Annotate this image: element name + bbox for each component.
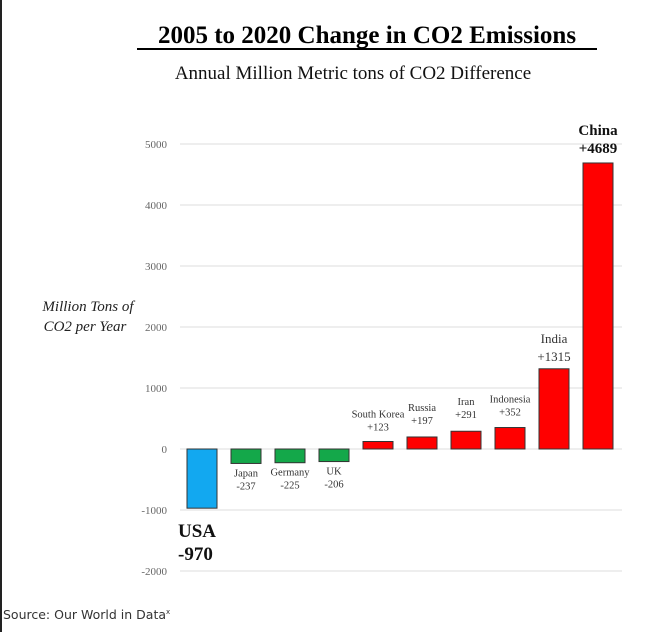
bar-south-korea [362,440,394,450]
value-label: -970 [178,544,213,565]
y-tick-label: 0 [162,444,168,456]
y-ticks: 5000 4000 3000 2000 1000 0 -1000 -2000 [141,139,167,578]
value-label: +4689 [579,141,618,157]
value-label: -237 [236,481,255,492]
value-label: -225 [280,481,299,492]
category-label: Iran [458,397,476,408]
y-tick-label: -2000 [141,566,167,578]
category-label: USA [178,521,216,542]
y-axis-label-line-1: Million Tons of [41,299,135,315]
source-text: Source: Our World in Data [3,607,167,622]
category-label: Indonesia [490,395,531,406]
y-tick-label: -1000 [141,505,167,517]
bar-indonesia [494,427,526,450]
bars [186,162,614,509]
source-mark: x [166,607,171,616]
bar-china [582,162,614,450]
value-label: +197 [411,416,433,427]
y-tick-label: 1000 [145,383,168,395]
bar-japan [230,448,262,464]
chart-title: 2005 to 2020 Change in CO2 Emissions [158,22,576,49]
left-border [0,0,2,632]
value-label: +123 [367,422,389,433]
category-label: Japan [234,468,259,479]
category-label: UK [326,467,342,478]
category-label: China [578,123,618,139]
bar-iran [450,430,482,450]
bar-india [538,368,570,450]
data-labels: USA-970 Japan -237 Germany -225 UK -206 South K… [178,123,618,565]
source-note: Source: Our World in Datax [3,607,170,622]
category-label: India [541,331,568,346]
y-axis-label-line-2: CO2 per Year [44,319,127,335]
category-label: South Korea [352,409,405,420]
bar-uk [318,448,350,463]
category-label: Germany [270,468,310,479]
y-tick-label: 3000 [145,261,168,273]
y-tick-label: 5000 [145,139,168,151]
value-label: +352 [499,408,521,419]
y-tick-label: 2000 [145,322,168,334]
category-label: Russia [408,403,436,414]
chart-subtitle: Annual Million Metric tons of CO2 Differ… [175,63,531,84]
y-tick-label: 4000 [145,200,168,212]
value-label: +291 [455,410,477,421]
bar-russia [406,436,438,450]
bar-usa [186,448,218,509]
bar-germany [274,448,306,464]
value-label: -206 [324,480,343,491]
value-label: +1315 [537,349,570,364]
